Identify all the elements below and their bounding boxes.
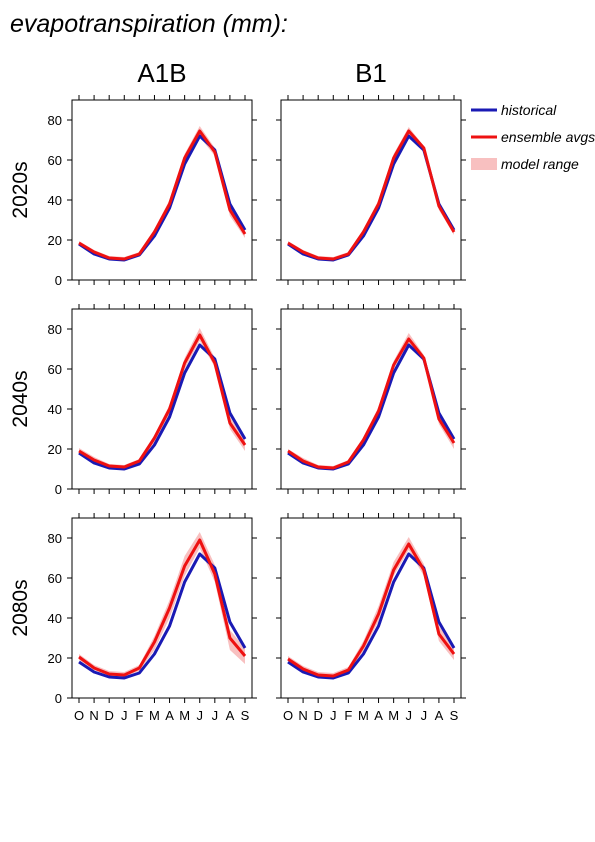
historical-line-2040s-b1 <box>287 343 456 471</box>
legend-label-historical: historical <box>501 102 557 118</box>
x-tick-label: J <box>121 708 128 723</box>
historical-line-2020s-b1 <box>287 134 456 262</box>
x-tick-label: O <box>74 708 84 723</box>
x-tick-label: M <box>358 708 369 723</box>
ensemble-line-2020s-a1b <box>78 129 247 261</box>
row-label-2080s: 2080s <box>9 579 32 636</box>
y-tick-label: 0 <box>55 273 62 288</box>
panel-frame-2020s-b1 <box>280 99 462 281</box>
model-range-band-2080s-a1b <box>79 532 245 677</box>
column-label-a1b: A1B <box>137 58 186 88</box>
x-tick-label: N <box>89 708 98 723</box>
x-tick-label: J <box>196 708 203 723</box>
y-tick-label: 40 <box>48 611 62 626</box>
historical-line-2080s-b1 <box>287 552 456 680</box>
x-tick-label: D <box>104 708 113 723</box>
x-tick-label: S <box>241 708 250 723</box>
y-tick-label: 0 <box>55 691 62 706</box>
legend-label-ensemble-avgs: ensemble avgs <box>501 129 595 145</box>
y-tick-label: 80 <box>48 113 62 128</box>
ensemble-line-2080s-a1b <box>78 538 247 677</box>
x-tick-label: A <box>226 708 235 723</box>
y-tick-label: 0 <box>55 482 62 497</box>
column-label-b1: B1 <box>355 58 387 88</box>
x-tick-label: A <box>374 708 383 723</box>
model-range-band-2080s-b1 <box>288 537 454 678</box>
panel-frame-2040s-a1b <box>71 308 253 490</box>
y-tick-label: 20 <box>48 233 62 248</box>
x-tick-label: D <box>313 708 322 723</box>
x-tick-label: J <box>212 708 219 723</box>
x-tick-label: N <box>298 708 307 723</box>
x-tick-label: J <box>421 708 428 723</box>
y-tick-label: 60 <box>48 153 62 168</box>
y-tick-label: 80 <box>48 531 62 546</box>
y-tick-label: 80 <box>48 322 62 337</box>
x-tick-label: O <box>283 708 293 723</box>
panel-frame-2020s-a1b <box>71 99 253 281</box>
x-tick-label: F <box>135 708 143 723</box>
x-tick-label: J <box>405 708 412 723</box>
panel-frame-2080s-b1 <box>280 517 462 699</box>
x-tick-label: A <box>435 708 444 723</box>
panel-frame-2080s-a1b <box>71 517 253 699</box>
y-tick-label: 40 <box>48 402 62 417</box>
y-tick-label: 60 <box>48 571 62 586</box>
ensemble-line-2040s-a1b <box>78 333 247 469</box>
model-range-band-2020s-b1 <box>288 127 454 261</box>
historical-line-2040s-a1b <box>78 343 247 471</box>
row-label-2020s: 2020s <box>9 161 32 218</box>
model-range-band-2040s-a1b <box>79 328 245 469</box>
x-tick-label: M <box>388 708 399 723</box>
row-label-2040s: 2040s <box>9 370 32 427</box>
y-tick-label: 60 <box>48 362 62 377</box>
panel-frame-2040s-b1 <box>280 308 462 490</box>
ensemble-line-2080s-b1 <box>287 542 456 678</box>
model-range-band-2020s-a1b <box>79 126 245 261</box>
ensemble-line-2020s-b1 <box>287 129 456 261</box>
y-tick-label: 20 <box>48 651 62 666</box>
x-tick-label: F <box>344 708 352 723</box>
historical-line-2020s-a1b <box>78 134 247 262</box>
historical-line-2080s-a1b <box>78 552 247 680</box>
legend-label-model-range: model range <box>501 156 579 172</box>
ensemble-line-2040s-b1 <box>287 337 456 470</box>
x-tick-label: M <box>149 708 160 723</box>
legend-swatch-model-range <box>471 158 497 170</box>
x-tick-label: A <box>165 708 174 723</box>
y-tick-label: 20 <box>48 442 62 457</box>
x-tick-label: J <box>330 708 337 723</box>
x-tick-label: M <box>179 708 190 723</box>
chart-title: evapotranspiration (mm): <box>10 10 288 38</box>
model-range-band-2040s-b1 <box>288 333 454 470</box>
y-tick-label: 40 <box>48 193 62 208</box>
x-tick-label: S <box>450 708 459 723</box>
